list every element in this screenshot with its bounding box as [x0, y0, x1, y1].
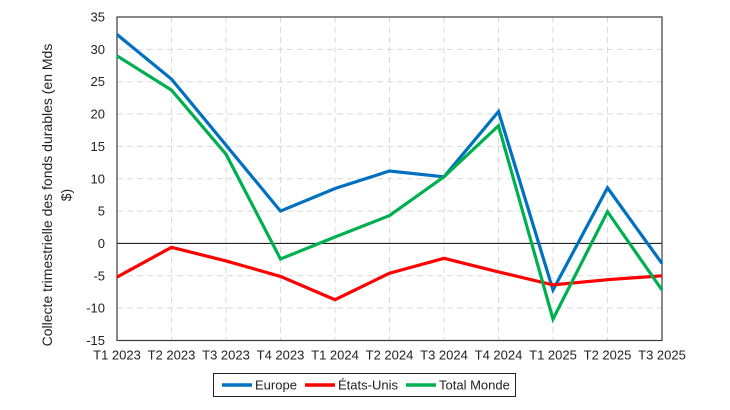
x-tick-label: T4 2024	[475, 348, 523, 363]
legend-label: États-Unis	[338, 378, 398, 393]
y-axis-title-line: $)	[58, 189, 74, 201]
legend-label: Total Monde	[439, 378, 510, 393]
gridlines	[117, 17, 662, 341]
x-tick-label: T3 2023	[202, 348, 250, 363]
x-tick-label: T2 2025	[584, 348, 632, 363]
y-tick-label: 5	[98, 204, 105, 219]
x-axis-tick-labels: T1 2023 T2 2023 T3 2023 T4 2023 T1 2024 T2 20…	[93, 348, 686, 363]
x-tick-label: T3 2024	[420, 348, 468, 363]
plot-area-frame	[116, 16, 663, 342]
y-tick-label: 20	[91, 107, 105, 122]
y-axis-title-line: Collecte trimestrielle des fonds durable…	[39, 44, 55, 347]
y-tick-label: 25	[91, 74, 105, 89]
legend-box	[213, 373, 516, 397]
legend: Europe États-Unis Total Monde	[213, 373, 516, 397]
y-tick-label: -10	[86, 301, 105, 316]
series-lines	[115, 33, 664, 324]
y-axis-title: Collecte trimestrielle des fonds durable…	[39, 44, 74, 347]
x-tick-label: T2 2023	[148, 348, 196, 363]
series-line-total-monde	[116, 54, 664, 324]
x-tick-label: T3 2025	[638, 348, 686, 363]
series-line-europe	[115, 33, 664, 295]
y-tick-label: 15	[91, 139, 105, 154]
y-tick-label: 30	[91, 42, 105, 57]
x-tick-label: T4 2023	[257, 348, 305, 363]
y-tick-label: -15	[86, 333, 105, 348]
y-tick-label: 35	[91, 10, 105, 25]
x-tick-label: T1 2023	[93, 348, 141, 363]
x-tick-label: T2 2024	[366, 348, 414, 363]
y-tick-label: 0	[98, 236, 105, 251]
y-tick-label: -5	[93, 268, 105, 283]
x-tick-label: T1 2024	[311, 348, 359, 363]
y-axis-tick-labels: -15 -10 -5 0 5 10 15 20 25 30 35	[86, 10, 105, 349]
x-tick-label: T1 2025	[529, 348, 577, 363]
y-tick-label: 10	[91, 171, 105, 186]
legend-label: Europe	[255, 378, 297, 393]
